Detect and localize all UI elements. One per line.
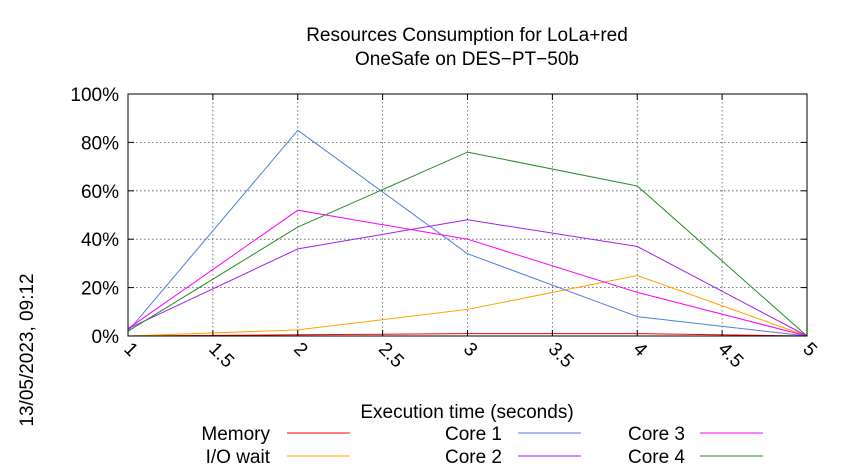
x-axis-label: Execution time (seconds) bbox=[360, 402, 573, 423]
series-line-core-4 bbox=[127, 151, 808, 337]
legend-label-core-3: Core 3 bbox=[628, 424, 685, 445]
legend-label-core-4: Core 4 bbox=[628, 447, 685, 468]
x-tick-label: 2 bbox=[289, 339, 311, 361]
grid-lines bbox=[128, 94, 807, 336]
series-line-core-2 bbox=[127, 219, 808, 337]
timestamp-label: 13/05/2023, 09:12 bbox=[17, 273, 38, 426]
x-tick-label: 1 bbox=[119, 339, 141, 361]
series-line-core-1 bbox=[127, 129, 808, 337]
series-line-i-o-wait bbox=[127, 274, 808, 337]
x-tick-label: 2.5 bbox=[374, 339, 408, 373]
y-tick-label: 0% bbox=[92, 327, 120, 348]
x-tick-label: 5 bbox=[798, 339, 820, 361]
series-line-core-3 bbox=[127, 209, 808, 337]
y-tick-label: 100% bbox=[70, 85, 119, 106]
x-tick-label: 4.5 bbox=[714, 339, 748, 373]
x-tick-label: 3.5 bbox=[544, 339, 578, 373]
legend-label-core-1: Core 1 bbox=[445, 424, 502, 445]
y-tick-label: 20% bbox=[81, 279, 119, 300]
series-lines bbox=[127, 129, 808, 337]
chart-title-line-2: OneSafe on DES−PT−50b bbox=[355, 49, 579, 70]
legend-label-core-2: Core 2 bbox=[445, 447, 502, 468]
x-tick-label: 1.5 bbox=[204, 339, 238, 373]
y-tick-label: 40% bbox=[81, 230, 119, 251]
axis-ticks: 0% 20% 40% 60% 80% 100% 1 1.5 2 2.5 3 3.5 4 4.5 5 bbox=[70, 85, 820, 372]
chart-title-line-1: Resources Consumption for LoLa+red bbox=[306, 25, 628, 46]
x-tick-label: 4 bbox=[629, 339, 652, 362]
legend-label-i-o-wait: I/O wait bbox=[206, 447, 271, 468]
y-tick-label: 80% bbox=[81, 133, 119, 154]
y-tick-label: 60% bbox=[81, 182, 119, 203]
legend-label-memory: Memory bbox=[201, 424, 270, 445]
x-tick-label: 3 bbox=[459, 339, 481, 361]
